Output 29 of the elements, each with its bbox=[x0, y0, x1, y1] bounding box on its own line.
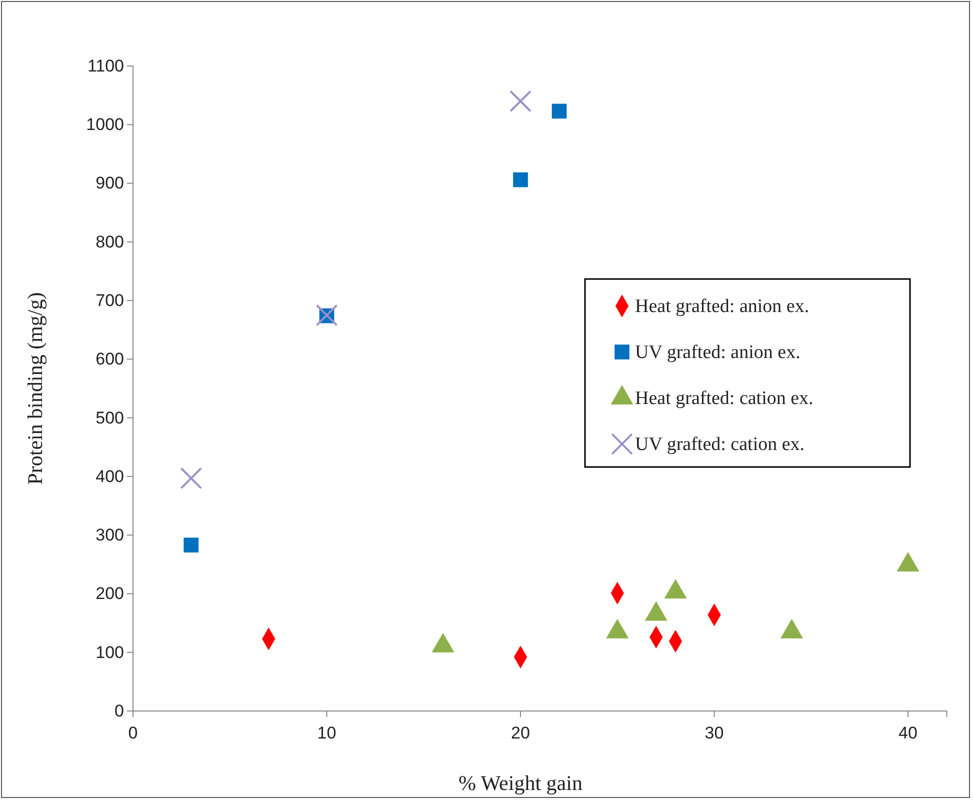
point bbox=[510, 90, 532, 112]
point bbox=[316, 304, 338, 326]
point bbox=[552, 104, 567, 119]
y-tick-label: 700 bbox=[96, 290, 124, 310]
y-tick-label: 400 bbox=[96, 466, 124, 486]
y-tick-label: 100 bbox=[96, 642, 124, 662]
y-tick-label: 500 bbox=[96, 408, 124, 428]
point bbox=[180, 467, 202, 490]
legend-label: Heat grafted: anion ex. bbox=[635, 296, 810, 317]
x-axis-title: % Weight gain bbox=[458, 771, 583, 795]
x-tick-label: 10 bbox=[317, 724, 336, 743]
y-tick-label: 800 bbox=[96, 232, 124, 252]
point bbox=[184, 538, 199, 552]
y-axis-title: Protein binding (mg/g) bbox=[23, 292, 47, 485]
y-tick-label: 0 bbox=[114, 701, 124, 720]
x-tick-label: 30 bbox=[704, 724, 724, 743]
y-tick-label: 1100 bbox=[87, 56, 124, 76]
point bbox=[513, 172, 528, 188]
y-tick-label: 600 bbox=[96, 350, 124, 369]
x-tick-label: 20 bbox=[511, 724, 530, 743]
legend-label: UV grafted: cation ex. bbox=[635, 434, 805, 455]
x-tick-label: 40 bbox=[898, 724, 918, 743]
legend-label: UV grafted: anion ex. bbox=[635, 342, 800, 363]
legend-label: Heat grafted: cation ex. bbox=[635, 388, 814, 409]
x-tick-label: 0 bbox=[128, 724, 138, 743]
y-tick-label: 300 bbox=[96, 526, 124, 545]
y-tick-label: 200 bbox=[96, 584, 124, 604]
y-tick-label: 1000 bbox=[86, 115, 124, 134]
y-tick-label: 900 bbox=[96, 174, 124, 193]
